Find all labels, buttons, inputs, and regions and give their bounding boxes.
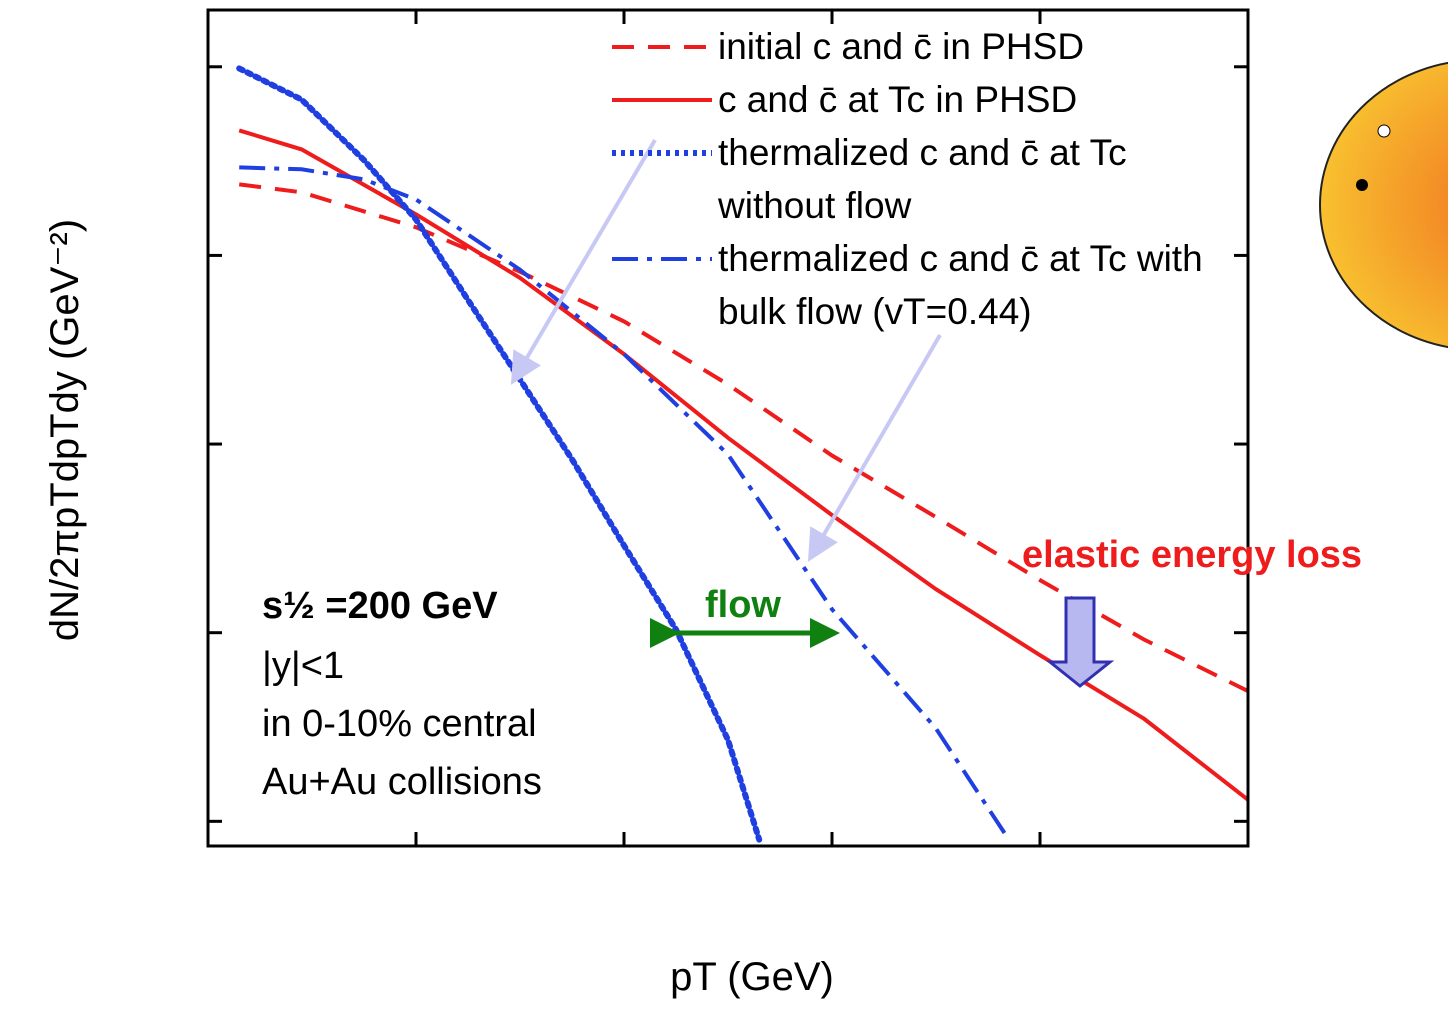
x-tick-label: 5 [1237, 873, 1259, 917]
legend-box: initial c and c̄ in PHSD c and c̄ at Tc i… [600, 20, 1240, 338]
legend-swatch [612, 98, 712, 102]
y-tick-label: 10¹ [138, 46, 196, 90]
annotation-arrow [510, 138, 657, 385]
annotation: elastic energy loss [1022, 534, 1362, 576]
x-tick-label: 1 [405, 873, 427, 917]
y-tick-label: 10⁻³ [117, 800, 196, 844]
legend-label: c and c̄ at Tc in PHSD [718, 79, 1078, 120]
legend-label: thermalized c and c̄ at Tc with bulk flo… [718, 238, 1203, 332]
x-tick-label: 3 [821, 873, 843, 917]
x-tick-label: 0 [197, 873, 219, 917]
y-tick-label: 10⁻¹ [117, 423, 196, 467]
decor-dot [1377, 124, 1391, 138]
annotation: Au+Au collisions [262, 761, 542, 803]
annotation: in 0-10% central [262, 703, 537, 745]
x-tick-label: 2 [613, 873, 635, 917]
series-line [239, 165, 1011, 841]
x-tick-label: 4 [1029, 873, 1051, 917]
plot-frame [206, 8, 1250, 848]
legend-item: thermalized c and c̄ at Tc without flow [600, 126, 1240, 232]
y-tick-label: 10⁰ [135, 234, 196, 278]
legend-item: c and c̄ at Tc in PHSD [600, 73, 1240, 126]
legend-swatch [612, 150, 712, 156]
y-axis-label: dN/2πpTdpTdy (GeV⁻²) [43, 219, 87, 641]
legend-label: thermalized c and c̄ at Tc without flow [718, 132, 1127, 226]
legend-item: thermalized c and c̄ at Tc with bulk flo… [600, 232, 1240, 338]
legend-swatch [612, 45, 712, 49]
legend-swatch [612, 257, 712, 261]
annotation: flow [705, 584, 781, 626]
legend-label: initial c and c̄ in PHSD [718, 26, 1085, 67]
legend-item: initial c and c̄ in PHSD [600, 20, 1240, 73]
annotation: |y|<1 [262, 645, 344, 687]
decor-dot [1356, 179, 1368, 191]
annotation-arrow [807, 333, 942, 562]
annotation: s½ =200 GeV [262, 585, 498, 627]
y-tick-label: 10⁻² [117, 612, 196, 656]
x-axis-label: pT (GeV) [670, 955, 834, 999]
decor-orb [1319, 61, 1448, 349]
loss-arrow [1045, 596, 1115, 688]
legend: initial c and c̄ in PHSD c and c̄ at Tc i… [600, 20, 1240, 338]
